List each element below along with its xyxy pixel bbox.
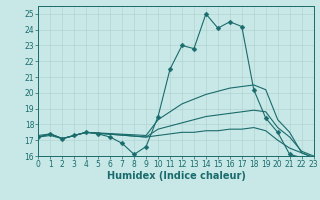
X-axis label: Humidex (Indice chaleur): Humidex (Indice chaleur)	[107, 171, 245, 181]
